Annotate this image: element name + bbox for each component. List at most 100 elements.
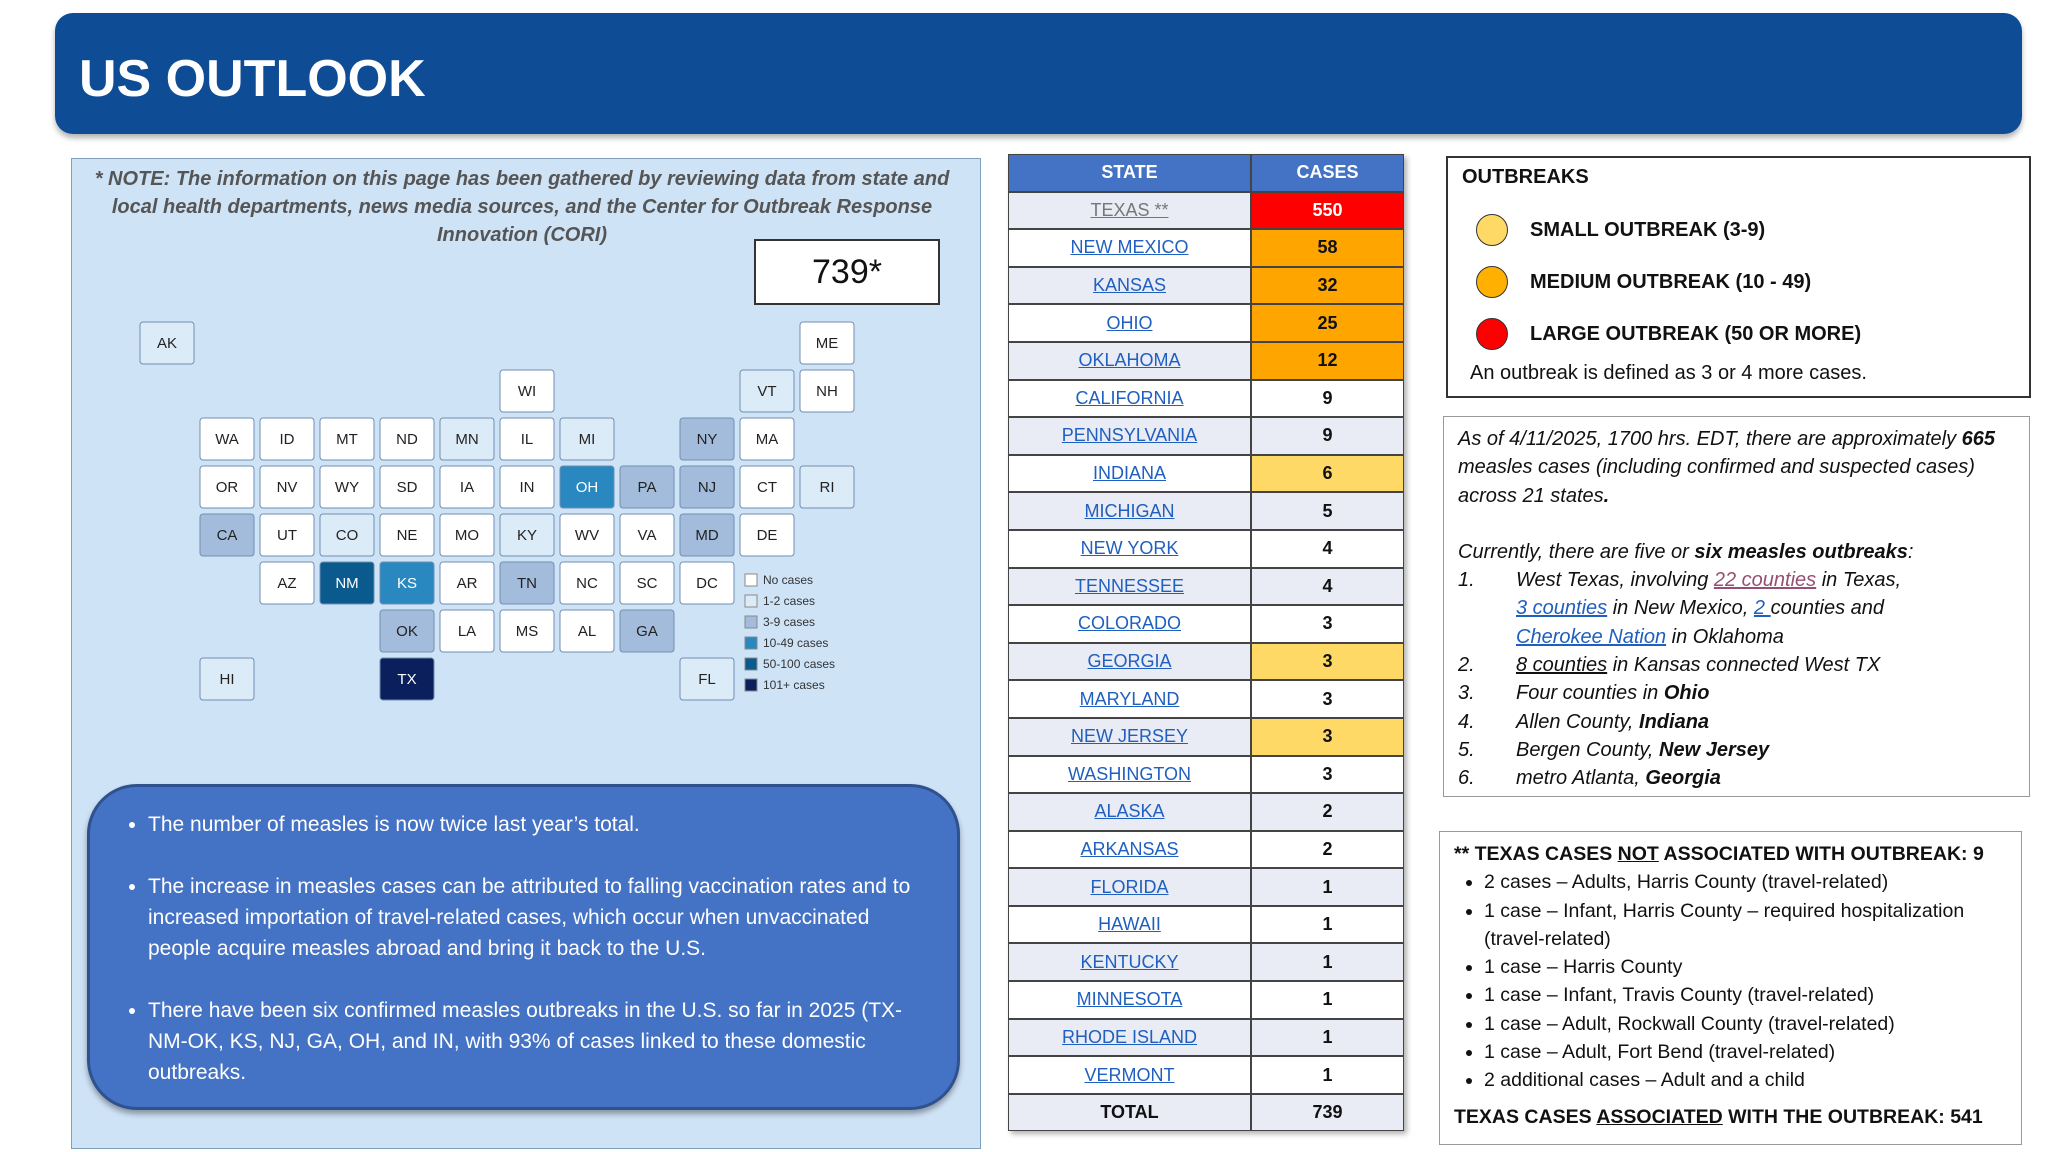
marker: 3. <box>1458 682 1475 705</box>
level-label: MEDIUM OUTBREAK (10 - 49) <box>1530 270 1812 293</box>
cases-cell: 3 <box>1251 605 1404 643</box>
state-cell: CALIFORNIA <box>1008 379 1251 418</box>
outbreaks-legend: OUTBREAKS An outbreak is defined as 3 or… <box>1446 156 2031 398</box>
link[interactable]: 3 counties <box>1516 597 1608 620</box>
level-dot <box>1476 318 1508 350</box>
cases-cell: 1 <box>1251 1056 1404 1094</box>
cases-cell: 58 <box>1251 229 1404 267</box>
table-row: VERMONT 1 <box>1008 1056 1404 1094</box>
state-link[interactable]: ARKANSAS <box>1080 838 1179 859</box>
state-tile <box>559 561 615 605</box>
state-link[interactable]: COLORADO <box>1077 613 1182 634</box>
cases-cell: 1 <box>1251 868 1404 906</box>
cases-cell: 1 <box>1251 943 1404 982</box>
marker: 5. <box>1458 738 1475 761</box>
cases-cell: 550 <box>1251 191 1404 230</box>
state-link[interactable]: OKLAHOMA <box>1078 350 1181 371</box>
state-label: WY <box>335 479 359 496</box>
state-tile <box>559 465 615 509</box>
item-text: Bergen County, New Jersey <box>1516 736 1769 764</box>
state-link[interactable]: NEW YORK <box>1080 538 1179 559</box>
state-link[interactable]: WASHINGTON <box>1067 763 1191 784</box>
texas-bullet: 1 case – Harris County <box>1484 953 2007 981</box>
state-link[interactable]: VERMONT <box>1084 1064 1175 1085</box>
texas-box: ** TEXAS CASES NOT ASSOCIATED WITH OUTBR… <box>1439 831 2022 1145</box>
state-link[interactable]: MICHIGAN <box>1084 500 1175 521</box>
state-cell: GEORGIA <box>1008 642 1251 681</box>
cases-cell: 1 <box>1251 981 1404 1019</box>
state-link[interactable]: FLORIDA <box>1090 876 1169 897</box>
state-label: IA <box>460 479 474 496</box>
link[interactable]: 8 counties <box>1516 654 1608 677</box>
text: Bergen County, <box>1516 738 1660 761</box>
state-link[interactable]: GEORGIA <box>1087 651 1172 672</box>
state-label: AZ <box>277 575 296 592</box>
text: 665 <box>1961 428 1995 450</box>
us-map: AK ME WI VT NH WA ID MT ND MN IL MI NY MA OR NV WY SD IA IN… <box>139 321 855 701</box>
table-row: NEW YORK 4 <box>1008 529 1404 568</box>
state-tile <box>259 417 315 461</box>
state-link[interactable]: OHIO <box>1106 312 1153 333</box>
state-cell: MICHIGAN <box>1008 492 1251 530</box>
total-row: TOTAL 739 <box>1008 1093 1404 1132</box>
state-link[interactable]: HAWAII <box>1098 914 1161 935</box>
table-row: TEXAS ** 550 <box>1008 191 1404 230</box>
state-tile <box>319 465 375 509</box>
state-label: NC <box>576 575 598 592</box>
state-label: MA <box>756 431 779 448</box>
state-link[interactable]: TENNESSEE <box>1074 575 1185 596</box>
state-link[interactable]: MARYLAND <box>1079 688 1180 709</box>
state-link[interactable]: KENTUCKY <box>1080 951 1179 972</box>
level-label: SMALL OUTBREAK (3-9) <box>1530 218 1766 241</box>
table-row: KANSAS 32 <box>1008 266 1404 305</box>
state-link[interactable]: TEXAS ** <box>1090 199 1169 220</box>
cases-cell: 32 <box>1251 266 1404 305</box>
state-link[interactable]: NEW JERSEY <box>1070 726 1189 747</box>
state-tile <box>619 609 675 653</box>
state-tile <box>319 513 375 557</box>
state-cell: ARKANSAS <box>1008 830 1251 869</box>
state-tile <box>199 513 255 557</box>
state-link[interactable]: ALASKA <box>1094 801 1165 822</box>
text: Currently, there are five or <box>1458 540 1695 563</box>
highlight-item: The number of measles is now twice last … <box>148 809 927 840</box>
legend-label: No cases <box>763 573 813 587</box>
state-tile <box>559 513 615 557</box>
table-row: MARYLAND 3 <box>1008 680 1404 718</box>
link[interactable]: 2 <box>1753 597 1771 620</box>
state-link[interactable]: RHODE ISLAND <box>1061 1026 1198 1047</box>
texas-bullet: 2 cases – Adults, Harris County (travel-… <box>1484 868 2007 896</box>
cases-cell: 1 <box>1251 1018 1404 1057</box>
link[interactable]: Cherokee Nation <box>1516 625 1667 648</box>
state-cell: TEXAS ** <box>1008 191 1251 230</box>
legend-label: 101+ cases <box>763 678 825 692</box>
marker: 6. <box>1458 767 1475 790</box>
state-label: AK <box>157 335 177 352</box>
cases-cell: 4 <box>1251 567 1404 606</box>
texas-bullet: 1 case – Infant, Harris County – require… <box>1484 897 2007 954</box>
highlight-item: The increase in measles cases can be att… <box>148 871 927 964</box>
text: in New Mexico, <box>1607 597 1754 620</box>
highlights-box: The number of measles is now twice last … <box>87 784 960 1110</box>
state-link[interactable]: MINNESOTA <box>1076 989 1183 1010</box>
state-link[interactable]: KANSAS <box>1092 275 1167 296</box>
state-link[interactable]: CALIFORNIA <box>1075 387 1184 408</box>
table-row: PENNSYLVANIA 9 <box>1008 417 1404 455</box>
link[interactable]: 22 counties <box>1713 569 1817 592</box>
state-link[interactable]: NEW MEXICO <box>1070 237 1189 258</box>
legend-label: 1-2 cases <box>763 594 815 608</box>
column-header: CASES <box>1251 154 1404 192</box>
state-label: OH <box>576 479 599 496</box>
state-label: IN <box>520 479 535 496</box>
state-tile <box>139 321 195 365</box>
state-link[interactable]: PENNSYLVANIA <box>1061 425 1198 446</box>
state-tile <box>439 417 495 461</box>
cases-cell: 4 <box>1251 529 1404 568</box>
table-row: ARKANSAS 2 <box>1008 830 1404 869</box>
table-row: KENTUCKY 1 <box>1008 943 1404 982</box>
state-link[interactable]: INDIANA <box>1092 463 1166 484</box>
state-label: NV <box>277 479 298 496</box>
state-cell: OKLAHOMA <box>1008 341 1251 380</box>
state-cell: HAWAII <box>1008 905 1251 944</box>
